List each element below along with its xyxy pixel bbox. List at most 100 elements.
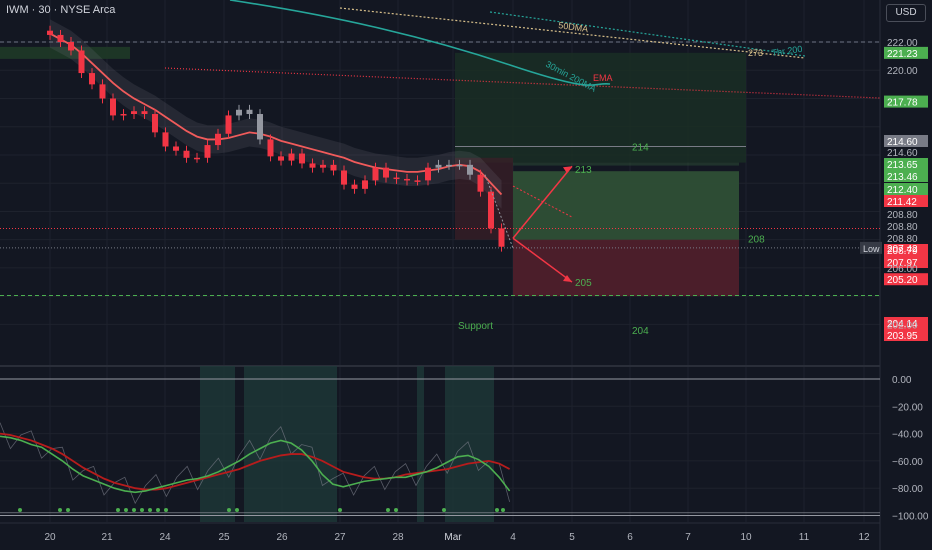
price-tag: 208.80 <box>887 234 918 245</box>
candle-body <box>456 164 463 167</box>
price-tag-bg <box>884 317 928 329</box>
oscillator-highlight-zone <box>445 366 494 522</box>
x-axis-label: 21 <box>101 532 113 543</box>
candle-body <box>299 153 305 164</box>
level-label-204: 204 <box>632 326 649 337</box>
candle-body <box>498 228 505 247</box>
low-tag: Low <box>863 244 880 254</box>
oscillator-signal-dot <box>156 508 160 513</box>
price-tag: 214.60 <box>887 137 918 148</box>
price-tag-bg <box>884 244 928 256</box>
osc-axis-label: −60.00 <box>892 457 923 468</box>
price-tag-bg <box>884 256 928 268</box>
candle-body <box>78 50 85 74</box>
target-zone-upper <box>455 52 746 163</box>
dotted-trend <box>484 174 514 249</box>
candle-body <box>414 180 421 182</box>
x-axis-label: Mar <box>444 532 462 543</box>
candle-body <box>173 146 179 151</box>
candle-body <box>372 167 379 181</box>
zone-top-band <box>513 162 739 166</box>
label-support: Support <box>458 321 493 332</box>
candle-body <box>204 145 211 158</box>
x-axis-label: 24 <box>159 532 171 543</box>
candle-body <box>488 191 494 229</box>
oscillator-signal-dot <box>235 508 239 513</box>
arrow-down-head <box>563 275 572 283</box>
oscillator-signal-dot <box>148 508 152 513</box>
long-profit-zone <box>513 171 739 241</box>
candle-body <box>141 111 148 115</box>
x-axis-label: 25 <box>218 532 230 543</box>
price-tag-bg <box>884 195 928 207</box>
candle-body <box>446 164 452 167</box>
candle-body <box>278 156 284 161</box>
long-loss-zone <box>513 239 739 297</box>
arrow-down-line <box>512 237 573 283</box>
price-tag-bg <box>884 273 928 286</box>
oscillator-signal-dot <box>495 508 499 513</box>
osc-axis-label: −40.00 <box>892 430 923 441</box>
label-50dma: 50DMA <box>558 20 589 34</box>
osc-axis-label: −20.00 <box>892 402 923 413</box>
x-axis-label: 11 <box>799 532 810 543</box>
candle-body <box>257 114 263 140</box>
oscillator-fast-line <box>0 435 511 494</box>
price-tag-bg <box>884 158 928 170</box>
oscillator-signal-dot <box>338 508 342 513</box>
candle-body <box>425 167 431 181</box>
candle-body <box>404 178 410 181</box>
candle-body <box>131 111 137 115</box>
oscillator-signal-dot <box>386 508 390 513</box>
x-axis-label: 27 <box>334 532 346 543</box>
oscillator-signal-dot <box>18 508 22 513</box>
oscillator-signal-dot <box>442 508 446 513</box>
x-axis-label: 5 <box>569 532 575 543</box>
osc-axis-label: −80.00 <box>892 484 923 495</box>
arrow-up-line <box>512 165 573 239</box>
candle-body <box>320 164 326 168</box>
price-tag: 214.60 <box>887 148 918 159</box>
price-tag: 222.00 <box>887 38 918 49</box>
price-tag: 208.80 <box>887 210 918 221</box>
candle-body <box>183 150 190 158</box>
low-tag-bg <box>860 241 882 254</box>
price-tag-bg <box>884 170 928 182</box>
candle-body <box>68 42 74 51</box>
osc-axis-label: 0.00 <box>892 375 912 386</box>
candle-body <box>57 34 64 42</box>
price-tag: 208.80 <box>887 222 918 233</box>
ma-envelope-band <box>50 19 502 209</box>
label-205: 205 <box>575 278 592 289</box>
green-zone-left <box>0 46 130 59</box>
oscillator-highlight-zone <box>200 366 235 522</box>
candle-body <box>467 164 473 175</box>
entry-zone <box>455 157 513 240</box>
oscillator-highlight-zone <box>244 366 337 522</box>
oscillator-signal-dot <box>124 508 128 513</box>
candle-body <box>99 84 106 99</box>
candle-body <box>383 167 389 178</box>
price-tag: 212.40 <box>887 185 918 196</box>
candle-body <box>393 177 400 180</box>
x-axis-label: 7 <box>685 532 691 543</box>
oscillator-signal-dot <box>66 508 70 513</box>
ema-line <box>164 67 881 99</box>
price-tag: 204.14 <box>887 319 918 330</box>
price-tag: 220.00 <box>887 66 918 77</box>
candle-body <box>341 170 347 185</box>
label-thr200: Thr 200 <box>771 44 803 58</box>
price-tag: 208.79 <box>887 246 918 257</box>
candle-body <box>110 98 116 116</box>
ma-200-line <box>489 11 806 57</box>
price-tag: 221.23 <box>887 49 918 60</box>
price-tag: 205.20 <box>887 275 918 286</box>
oscillator-signal-dot <box>116 508 120 513</box>
candle-body <box>89 73 95 85</box>
currency-button[interactable]: USD <box>886 4 926 22</box>
oscillator-signal-dot <box>501 508 505 513</box>
candle-body <box>152 114 158 133</box>
candle-body <box>267 139 274 157</box>
